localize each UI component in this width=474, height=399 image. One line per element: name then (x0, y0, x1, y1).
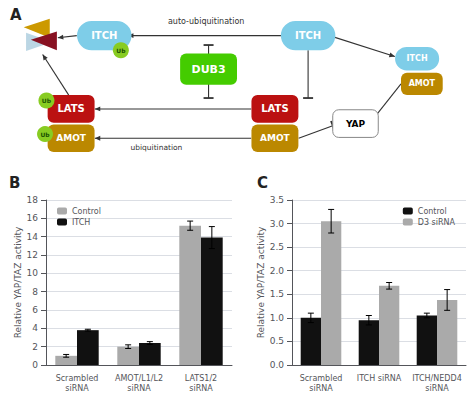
svg-text:ITCH/NEDD4: ITCH/NEDD4 (412, 374, 462, 383)
svg-text:ITCH: ITCH (91, 30, 117, 41)
svg-text:siRNA: siRNA (65, 384, 89, 393)
svg-text:12: 12 (27, 250, 38, 260)
svg-text:auto-ubiquitination: auto-ubiquitination (168, 17, 244, 26)
svg-text:0.0: 0.0 (270, 360, 285, 370)
svg-text:ITCH siRNA: ITCH siRNA (357, 374, 402, 383)
svg-text:2: 2 (32, 342, 38, 352)
svg-text:ITCH: ITCH (407, 54, 428, 63)
svg-text:3.0: 3.0 (270, 219, 285, 229)
svg-text:D3 siRNA: D3 siRNA (418, 218, 456, 227)
svg-text:A: A (10, 6, 22, 24)
svg-text:B: B (9, 174, 20, 192)
svg-text:ITCH: ITCH (295, 30, 321, 41)
svg-text:YAP: YAP (345, 119, 366, 129)
svg-text:AMOT: AMOT (409, 79, 436, 88)
svg-text:AMOT: AMOT (56, 133, 87, 143)
svg-text:18: 18 (27, 195, 39, 205)
svg-text:siRNA: siRNA (127, 384, 151, 393)
svg-text:2.0: 2.0 (270, 266, 285, 276)
svg-text:Scrambled: Scrambled (56, 374, 99, 383)
svg-text:Ub: Ub (40, 131, 50, 138)
svg-text:0.5: 0.5 (270, 336, 284, 346)
svg-text:16: 16 (27, 213, 39, 223)
svg-text:Scrambled: Scrambled (300, 374, 343, 383)
svg-text:Ub: Ub (116, 47, 126, 54)
svg-text:1.5: 1.5 (270, 289, 284, 299)
svg-text:8: 8 (32, 287, 38, 297)
svg-text:Ub: Ub (42, 97, 52, 104)
svg-text:siRNA: siRNA (309, 384, 333, 393)
svg-text:C: C (257, 174, 268, 192)
svg-text:ITCH: ITCH (72, 218, 90, 227)
svg-text:Control: Control (418, 207, 447, 216)
svg-text:siRNA: siRNA (425, 384, 449, 393)
svg-text:Control: Control (72, 207, 101, 216)
svg-text:4: 4 (32, 323, 38, 333)
svg-text:Relative YAP/TAZ activity: Relative YAP/TAZ activity (13, 226, 23, 338)
svg-text:3.5: 3.5 (270, 195, 284, 205)
svg-text:LATS: LATS (261, 103, 288, 114)
svg-text:14: 14 (27, 232, 39, 242)
svg-text:10: 10 (27, 268, 39, 278)
svg-text:1.0: 1.0 (270, 313, 285, 323)
svg-text:AMOT: AMOT (260, 133, 291, 143)
svg-text:2.5: 2.5 (270, 242, 284, 252)
svg-text:ubiquitination: ubiquitination (130, 143, 182, 152)
svg-text:Relative YAP/TAZ activity: Relative YAP/TAZ activity (256, 226, 266, 338)
svg-text:AMOT/L1/L2: AMOT/L1/L2 (115, 374, 163, 383)
svg-text:6: 6 (32, 305, 38, 315)
svg-text:siRNA: siRNA (189, 384, 213, 393)
svg-text:DUB3: DUB3 (192, 63, 226, 76)
svg-text:LATS: LATS (57, 103, 84, 114)
svg-text:LATS1/2: LATS1/2 (185, 374, 217, 383)
svg-text:0: 0 (32, 360, 38, 370)
